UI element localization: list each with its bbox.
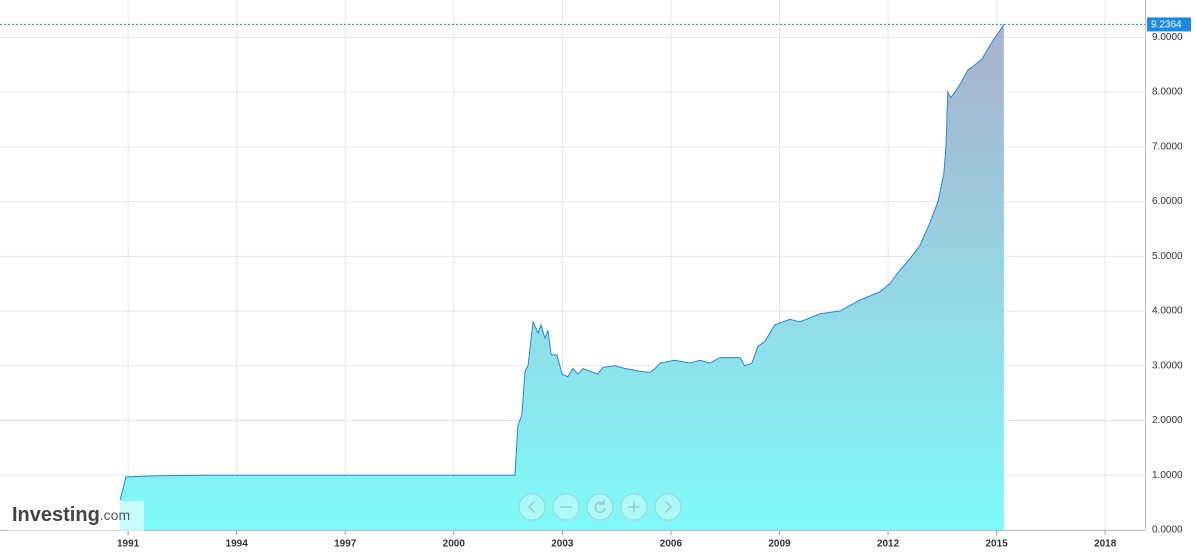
x-tick-label: 1994: [226, 539, 249, 550]
x-tick-label: 2003: [551, 539, 574, 550]
y-tick-label: 4.0000: [1152, 306, 1183, 317]
y-tick-label: 9.0000: [1152, 32, 1183, 43]
series: [119, 24, 1005, 531]
watermark: Investing.com: [8, 501, 144, 531]
y-tick-label: 1.0000: [1152, 470, 1183, 481]
x-tick-label: 2015: [986, 539, 1009, 550]
nav-left[interactable]: [518, 493, 546, 521]
y-tick-label: 7.0000: [1152, 141, 1183, 152]
x-tick-label: 2000: [443, 539, 466, 550]
nav-zoom-out[interactable]: [552, 493, 580, 521]
y-tick-label: 8.0000: [1152, 87, 1183, 98]
brand-name-text: Investing: [12, 504, 100, 526]
brand-name: Investing.com: [12, 504, 130, 526]
brand-suffix: .com: [100, 507, 130, 523]
x-tick-label: 2006: [660, 539, 683, 550]
nav-reset[interactable]: [586, 493, 614, 521]
last-value-label: 9.2364: [1151, 20, 1182, 31]
y-tick-label: 2.0000: [1152, 415, 1183, 426]
last-value-badge: [1147, 17, 1191, 32]
grid: [0, 0, 1145, 531]
y-tick-label: 3.0000: [1152, 360, 1183, 371]
y-tick-label: 5.0000: [1152, 251, 1183, 262]
x-tick-label: 1991: [117, 539, 140, 550]
nav-right[interactable]: [654, 493, 682, 521]
line: [119, 24, 1005, 501]
nav-zoom-in[interactable]: [620, 493, 648, 521]
x-tick-label: 2009: [768, 539, 791, 550]
x-tick-label: 2012: [877, 539, 900, 550]
watermark-bg: [8, 501, 144, 531]
y-tick-label: 0.0000: [1152, 525, 1183, 536]
navigation: [518, 493, 682, 521]
y-tick-label: 6.0000: [1152, 196, 1183, 207]
x-tick-label: 2018: [1094, 539, 1117, 550]
x-tick-label: 1997: [334, 539, 357, 550]
area-fill: [120, 24, 1004, 531]
